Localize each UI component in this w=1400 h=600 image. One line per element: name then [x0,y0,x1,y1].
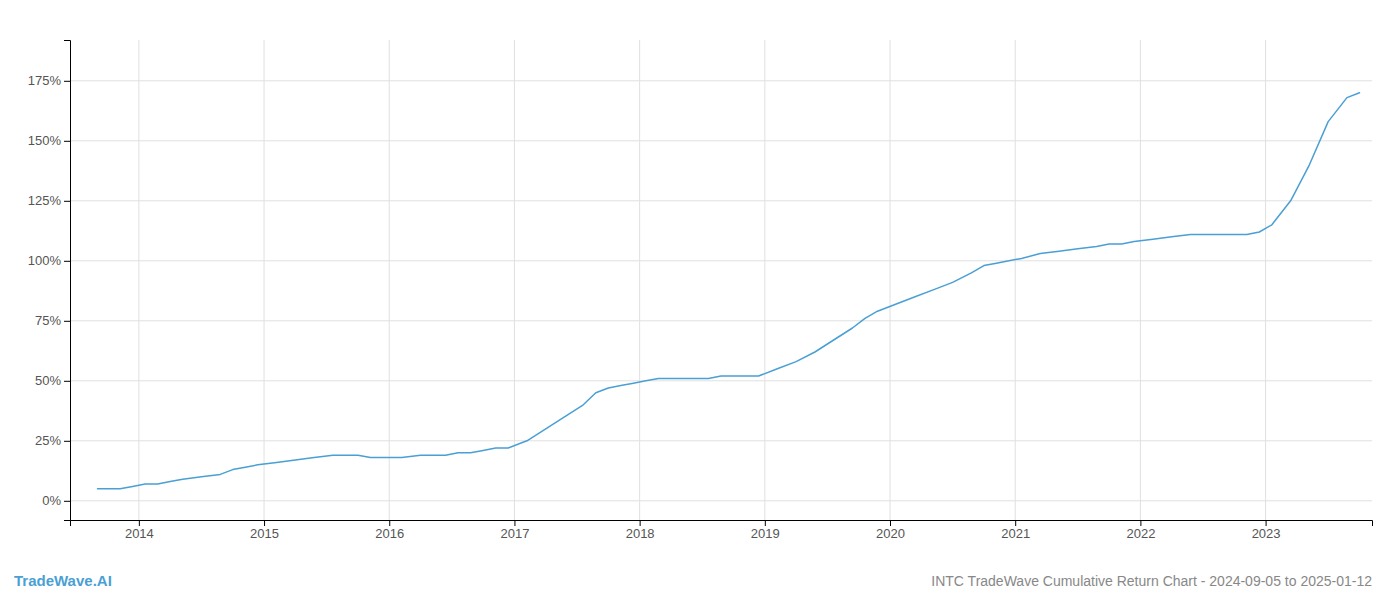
x-tick-label: 2016 [375,526,404,541]
x-tick: 2016 [375,520,404,541]
plot-area: 2014 2015 2016 2017 2018 2019 2020 2021 2022 2023… [28,40,1373,541]
grid-line-x [764,40,765,520]
grid-line-x [514,40,515,520]
y-tick: 75% [35,313,70,328]
x-tick-mark [1266,520,1267,526]
grid-line-x [639,40,640,520]
x-tick-mark [389,520,390,526]
x-tick: 2023 [1252,520,1281,541]
grid-line-y [70,320,1372,321]
grid [70,40,1372,520]
grid-line-y [70,380,1372,381]
x-tick: 2014 [125,520,154,541]
y-tick-label: 75% [35,313,61,328]
grid-line-x [890,40,891,520]
x-tick-mark [514,520,515,526]
y-tick: 0% [42,493,70,508]
y-tick-mark [64,201,70,202]
x-tick-label: 2023 [1252,526,1281,541]
title: INTC TradeWave Cumulative Return Chart -… [931,573,1372,589]
x-tick: 2022 [1126,520,1155,541]
x-tick-mark [765,520,766,526]
chart: 2014 2015 2016 2017 2018 2019 2020 2021 2022 2023… [0,0,1400,600]
y-tick-mark [64,261,70,262]
y-axis: 0% 25% 50% 75% 100% 125% 150% 175% [28,41,71,521]
y-tick-label: 175% [28,73,62,88]
grid-line-y [70,200,1372,201]
grid-line-x [1265,40,1266,520]
x-tick-label: 2020 [876,526,905,541]
grid-line-y [70,500,1372,501]
grid-line-y [70,440,1372,441]
y-tick-label: 25% [35,433,61,448]
grid-line-x [138,40,139,520]
y-tick-mark [64,141,70,142]
y-tick-mark [64,381,70,382]
x-tick: 2018 [626,520,655,541]
x-tick-mark [1015,520,1016,526]
y-tick-label: 50% [35,373,61,388]
x-tick-mark [264,520,265,526]
x-tick-mark [640,520,641,526]
y-tick: 50% [35,373,70,388]
y-tick-mark [64,81,70,82]
grid-line-x [1015,40,1016,520]
y-tick: 100% [28,253,70,268]
x-tick-mark [890,520,891,526]
y-tick-label: 125% [28,193,62,208]
grid-line-y [70,140,1372,141]
x-axis: 2014 2015 2016 2017 2018 2019 2020 2021 2022 2023 [71,520,1373,541]
x-tick-label: 2019 [751,526,780,541]
grid-line-y [70,80,1372,81]
x-tick-mark [139,520,140,526]
grid-line-y [70,260,1372,261]
y-tick-label: 0% [42,493,61,508]
y-tick: 150% [28,133,70,148]
y-tick-mark [64,501,70,502]
y-tick-label: 150% [28,133,62,148]
grid-line-x [389,40,390,520]
x-tick: 2015 [250,520,279,541]
grid-line-x [264,40,265,520]
x-tick-label: 2021 [1001,526,1030,541]
x-tick-label: 2014 [125,526,154,541]
watermark: TradeWave.AI [14,572,112,589]
x-tick: 2020 [876,520,905,541]
x-tick: 2021 [1001,520,1030,541]
marks [98,93,1360,489]
y-tick: 125% [28,193,70,208]
x-tick: 2017 [500,520,529,541]
y-axis-line [64,41,71,521]
y-tick-mark [64,441,70,442]
y-tick: 175% [28,73,70,88]
x-tick-label: 2015 [250,526,279,541]
x-tick-label: 2017 [500,526,529,541]
y-tick: 25% [35,433,70,448]
x-tick-label: 2022 [1126,526,1155,541]
x-tick-label: 2018 [626,526,655,541]
y-tick-mark [64,321,70,322]
x-axis-line [71,521,1373,527]
x-tick: 2019 [751,520,780,541]
y-tick-label: 100% [28,253,62,268]
x-tick-mark [1140,520,1141,526]
line [98,93,1360,489]
grid-line-x [1140,40,1141,520]
